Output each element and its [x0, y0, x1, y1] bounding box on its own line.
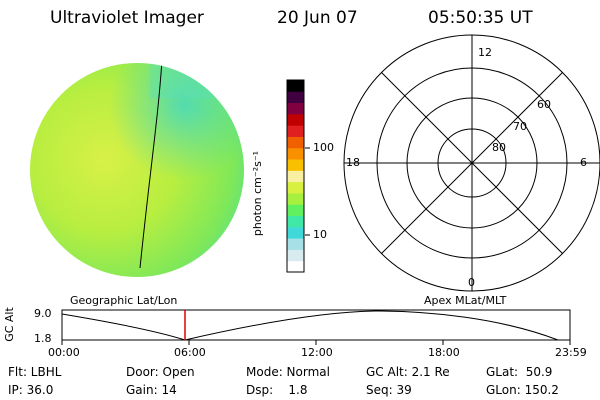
mlat-label-80: 80 [492, 141, 506, 154]
colorbar-segment [287, 181, 304, 194]
time-label: 05:50:35 UT [428, 8, 533, 28]
colorbar-segment [287, 136, 304, 149]
filter-readout: Flt: LBHL [8, 365, 62, 379]
image-panel-label: Geographic Lat/Lon [70, 294, 178, 307]
gain-readout: Gain: 14 [126, 383, 177, 397]
colorbar-segment [287, 170, 304, 183]
mlt-label-18: 18 [346, 156, 360, 169]
polar-plot [343, 34, 600, 292]
alt-ytick-bottom: 1.8 [34, 332, 52, 345]
mlt-label-6: 6 [580, 156, 587, 169]
dsp-readout: Dsp: 1.8 [246, 383, 308, 397]
colorbar-tick-10: 10 [313, 228, 327, 241]
colorbar-segment [287, 260, 304, 273]
colorbar-unit-label: photon cm⁻²s⁻¹ [251, 150, 265, 237]
alt-xtick-0600: 06:00 [174, 346, 206, 359]
colorbar-segment [287, 80, 304, 92]
alt-xtick-0000: 00:00 [48, 346, 80, 359]
colorbar-segment [287, 249, 304, 262]
instrument-title: Ultraviolet Imager [50, 8, 204, 28]
mode-readout: Mode: Normal [246, 365, 330, 379]
date-label: 20 Jun 07 [277, 8, 358, 28]
alt-xtick-1200: 12:00 [301, 346, 333, 359]
colorbar-segment [287, 159, 304, 171]
polar-panel-label: Apex MLat/MLT [424, 294, 507, 307]
gc-alt-readout: GC Alt: 2.1 Re [366, 365, 450, 379]
colorbar-segment [287, 204, 304, 217]
glon-readout: GLon: 150.2 [486, 383, 559, 397]
colorbar-segment [287, 226, 304, 239]
colorbar-segment [287, 102, 304, 115]
colorbar-segment [287, 238, 304, 250]
colorbar-segment [287, 215, 304, 228]
glat-readout: GLat: 50.9 [486, 365, 553, 379]
colorbar-border [286, 79, 305, 273]
alt-xtick-1800: 18:00 [428, 346, 460, 359]
ip-readout: IP: 36.0 [8, 383, 54, 397]
door-readout: Door: Open [126, 365, 195, 379]
mlat-label-70: 70 [513, 120, 527, 133]
terminator-line [139, 63, 163, 269]
colorbar-segment [287, 113, 304, 126]
colorbar [286, 79, 305, 273]
alt-xtick-2359: 23:59 [555, 346, 587, 359]
mlat-label-60: 60 [537, 98, 551, 111]
colorbar-segment [287, 125, 304, 137]
colorbar-tick-100: 100 [313, 141, 334, 154]
mlt-label-0: 0 [468, 276, 475, 289]
seq-readout: Seq: 39 [366, 383, 412, 397]
colorbar-segment [287, 192, 304, 205]
mlt-label-12: 12 [478, 46, 492, 59]
altitude-curve [61, 310, 559, 341]
alt-ytick-top: 9.0 [34, 307, 52, 320]
uv-image-disk [30, 63, 244, 277]
colorbar-segment [287, 147, 304, 160]
colorbar-ticks [305, 147, 310, 236]
colorbar-segment [287, 91, 304, 104]
altitude-plot [61, 309, 571, 345]
alt-ylabel: GC Alt [2, 307, 16, 342]
